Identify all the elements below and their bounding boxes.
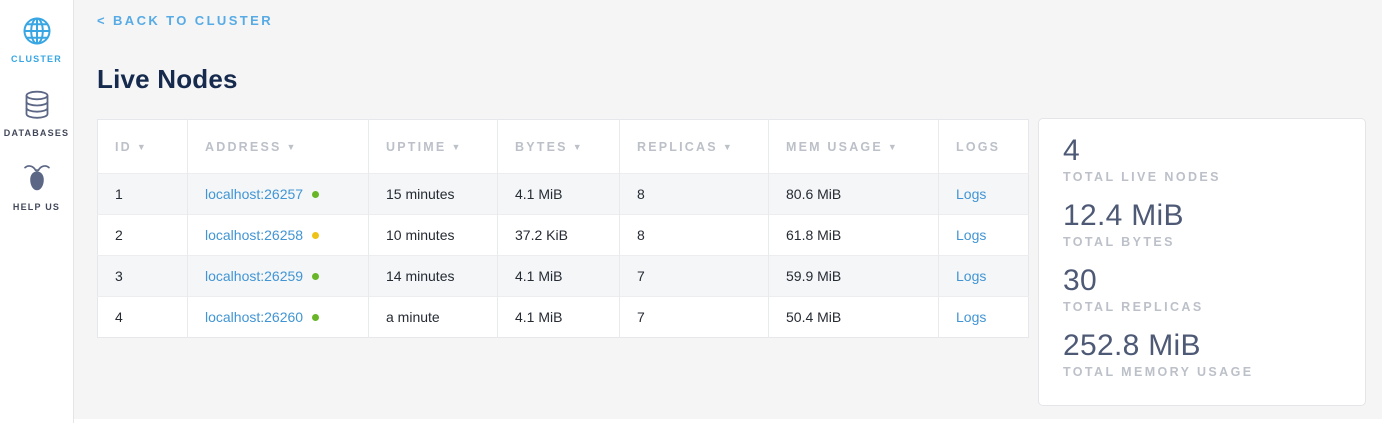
database-icon xyxy=(22,88,52,122)
node-status-dot xyxy=(312,232,320,239)
column-header-uptime[interactable]: UPTIME ▼ xyxy=(368,119,498,174)
node-logs-cell: Logs xyxy=(938,214,1029,256)
node-id-cell: 4 xyxy=(97,296,188,338)
node-replicas-cell: 7 xyxy=(619,296,769,338)
node-uptime-cell: 10 minutes xyxy=(368,214,498,256)
column-header-logs: LOGS xyxy=(938,119,1029,174)
stat-value: 4 xyxy=(1063,134,1080,167)
page-title: Live Nodes xyxy=(97,64,238,94)
main-content: < BACK TO CLUSTER Live Nodes ID ▼ ADDRESS… xyxy=(74,0,1382,419)
node-id-cell: 1 xyxy=(97,173,188,215)
column-header-bytes[interactable]: BYTES ▼ xyxy=(497,119,620,174)
stat-label: TOTAL LIVE NODES xyxy=(1063,170,1221,184)
sort-arrow-icon: ▼ xyxy=(286,141,298,152)
sort-arrow-icon: ▼ xyxy=(136,141,149,152)
node-bytes-cell: 4.1 MiB xyxy=(497,296,620,338)
node-logs-cell: Logs xyxy=(938,255,1029,297)
table-row: 4 localhost:26260 a minute 4.1 MiB 7 50.… xyxy=(97,296,1029,338)
stat-total-replicas: 30 TOTAL REPLICAS xyxy=(1063,264,1341,314)
node-replicas-cell: 8 xyxy=(619,173,769,215)
node-bytes-cell: 37.2 KiB xyxy=(497,214,620,256)
stat-total-memory-usage: 252.8 MiB TOTAL MEMORY USAGE xyxy=(1063,329,1341,379)
node-mem-usage-cell: 50.4 MiB xyxy=(768,296,939,338)
table-row: 3 localhost:26259 14 minutes 4.1 MiB 7 5… xyxy=(97,255,1029,297)
node-bytes-cell: 4.1 MiB xyxy=(497,255,620,297)
node-address-link[interactable]: localhost:26258 xyxy=(205,227,304,243)
table-row: 2 localhost:26258 10 minutes 37.2 KiB 8 … xyxy=(97,214,1029,256)
node-mem-usage-cell: 80.6 MiB xyxy=(768,173,939,215)
sort-arrow-icon: ▼ xyxy=(722,141,734,152)
stat-value: 12.4 MiB xyxy=(1063,199,1184,232)
node-logs-link[interactable]: Logs xyxy=(956,227,987,243)
node-address-cell: localhost:26260 xyxy=(187,296,369,338)
live-nodes-table: ID ▼ ADDRESS ▼ UPTIME ▼ BYTES ▼ REPLICAS ▼ ME… xyxy=(97,119,1029,338)
cockroach-icon xyxy=(21,162,53,196)
sidebar-item-label: DATABASES xyxy=(3,128,70,138)
sidebar-item-databases[interactable]: DATABASES xyxy=(0,88,73,138)
node-address-cell: localhost:26259 xyxy=(187,255,369,297)
column-header-id[interactable]: ID ▼ xyxy=(97,119,188,174)
node-logs-link[interactable]: Logs xyxy=(956,309,987,325)
stat-label: TOTAL REPLICAS xyxy=(1063,300,1204,314)
node-address-link[interactable]: localhost:26257 xyxy=(205,186,304,202)
cluster-summary-card: 4 TOTAL LIVE NODES 12.4 MiB TOTAL BYTES … xyxy=(1038,118,1366,406)
stat-total-bytes: 12.4 MiB TOTAL BYTES xyxy=(1063,199,1341,249)
node-address-link[interactable]: localhost:26260 xyxy=(205,309,304,325)
sort-arrow-icon: ▼ xyxy=(572,141,584,152)
node-uptime-cell: 14 minutes xyxy=(368,255,498,297)
sidebar-item-help-us[interactable]: HELP US xyxy=(0,162,73,212)
stat-label: TOTAL MEMORY USAGE xyxy=(1063,365,1254,379)
stat-value: 30 xyxy=(1063,264,1097,297)
table-header-row: ID ▼ ADDRESS ▼ UPTIME ▼ BYTES ▼ REPLICAS ▼ ME… xyxy=(97,119,1029,174)
node-mem-usage-cell: 59.9 MiB xyxy=(768,255,939,297)
node-mem-usage-cell: 61.8 MiB xyxy=(768,214,939,256)
node-uptime-cell: a minute xyxy=(368,296,498,338)
sort-arrow-icon: ▼ xyxy=(451,141,463,152)
node-replicas-cell: 7 xyxy=(619,255,769,297)
node-address-link[interactable]: localhost:26259 xyxy=(205,268,304,284)
node-uptime-cell: 15 minutes xyxy=(368,173,498,215)
node-address-cell: localhost:26257 xyxy=(187,173,369,215)
sidebar-item-label: CLUSTER xyxy=(11,54,62,64)
node-id-cell: 3 xyxy=(97,255,188,297)
content-row: ID ▼ ADDRESS ▼ UPTIME ▼ BYTES ▼ REPLICAS ▼ ME… xyxy=(97,118,1366,406)
table-row: 1 localhost:26257 15 minutes 4.1 MiB 8 8… xyxy=(97,173,1029,215)
sort-arrow-icon: ▼ xyxy=(887,141,899,152)
sidebar-item-label: HELP US xyxy=(12,202,61,212)
node-id-cell: 2 xyxy=(97,214,188,256)
sidebar-item-cluster[interactable]: CLUSTER xyxy=(0,14,73,64)
stat-label: TOTAL BYTES xyxy=(1063,235,1175,249)
node-address-cell: localhost:26258 xyxy=(187,214,369,256)
sidebar: CLUSTER DATABASES xyxy=(0,0,74,423)
back-to-cluster-link[interactable]: < BACK TO CLUSTER xyxy=(97,13,273,28)
node-status-dot xyxy=(312,314,320,321)
node-logs-cell: Logs xyxy=(938,296,1029,338)
column-header-replicas[interactable]: REPLICAS ▼ xyxy=(619,119,769,174)
node-status-dot xyxy=(312,191,320,198)
stat-total-live-nodes: 4 TOTAL LIVE NODES xyxy=(1063,134,1341,184)
node-logs-link[interactable]: Logs xyxy=(956,186,987,202)
stat-value: 252.8 MiB xyxy=(1063,329,1201,362)
column-header-mem-usage[interactable]: MEM USAGE ▼ xyxy=(768,119,939,174)
globe-icon xyxy=(21,14,53,48)
node-replicas-cell: 8 xyxy=(619,214,769,256)
node-logs-link[interactable]: Logs xyxy=(956,268,987,284)
column-header-address[interactable]: ADDRESS ▼ xyxy=(187,119,369,174)
node-logs-cell: Logs xyxy=(938,173,1029,215)
node-status-dot xyxy=(312,273,320,280)
node-bytes-cell: 4.1 MiB xyxy=(497,173,620,215)
